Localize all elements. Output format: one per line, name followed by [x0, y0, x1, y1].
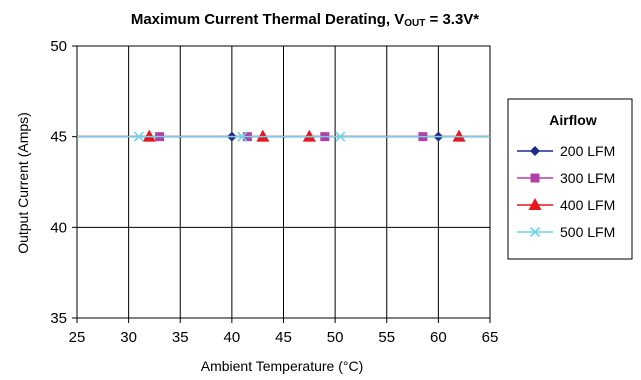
- legend-entry: 400 LFM: [517, 197, 615, 213]
- y-tick-label: 45: [50, 129, 67, 146]
- x-tick-label: 60: [430, 329, 447, 346]
- legend-label: 500 LFM: [560, 224, 615, 240]
- data-point: [133, 131, 145, 142]
- legend: Airflow 200 LFM 300 LFM 400 LFM 500 LFM: [507, 98, 633, 260]
- x-tick-labels: 25 30 35 40 45 50 55 60 65: [69, 329, 499, 346]
- y-tick-label: 50: [50, 38, 67, 55]
- legend-label: 200 LFM: [560, 143, 615, 159]
- series-group: [77, 129, 490, 142]
- data-point: [302, 129, 316, 142]
- legend-title: Airflow: [549, 112, 597, 128]
- data-point: [529, 226, 541, 238]
- legend-entry: 300 LFM: [517, 170, 615, 186]
- x-tick-label: 40: [224, 329, 241, 346]
- x-tick-label: 50: [327, 329, 344, 346]
- data-point: [530, 146, 540, 156]
- y-axis-label: Output Current (Amps): [15, 112, 31, 254]
- x-tick-label: 25: [69, 329, 86, 346]
- x-tick-label: 65: [482, 329, 499, 346]
- data-point: [256, 129, 270, 142]
- x-tick-label: 30: [120, 329, 137, 346]
- plot-area: [72, 45, 491, 323]
- data-point: [335, 131, 346, 142]
- x-tick-label: 55: [378, 329, 395, 346]
- legend-entry: 200 LFM: [517, 143, 615, 159]
- x-axis-label: Ambient Temperature (°C): [201, 358, 364, 374]
- y-tick-label: 40: [50, 219, 67, 236]
- legend-label: 300 LFM: [560, 170, 615, 186]
- data-point: [142, 129, 156, 142]
- data-point: [237, 131, 248, 142]
- plot-frame: [76, 45, 491, 319]
- y-tick-labels: 35 40 45 50: [50, 38, 67, 327]
- legend-entry: 500 LFM: [517, 224, 615, 240]
- x-tick-label: 35: [172, 329, 189, 346]
- data-point: [452, 129, 466, 142]
- chart-title: Maximum Current Thermal Derating, VOUT =…: [131, 11, 479, 29]
- legend-label: 400 LFM: [560, 197, 615, 213]
- y-tick-label: 35: [50, 310, 67, 327]
- data-point: [530, 173, 540, 183]
- series-500-lfm: [77, 131, 490, 142]
- data-point: [528, 198, 542, 210]
- x-tick-label: 45: [275, 329, 292, 346]
